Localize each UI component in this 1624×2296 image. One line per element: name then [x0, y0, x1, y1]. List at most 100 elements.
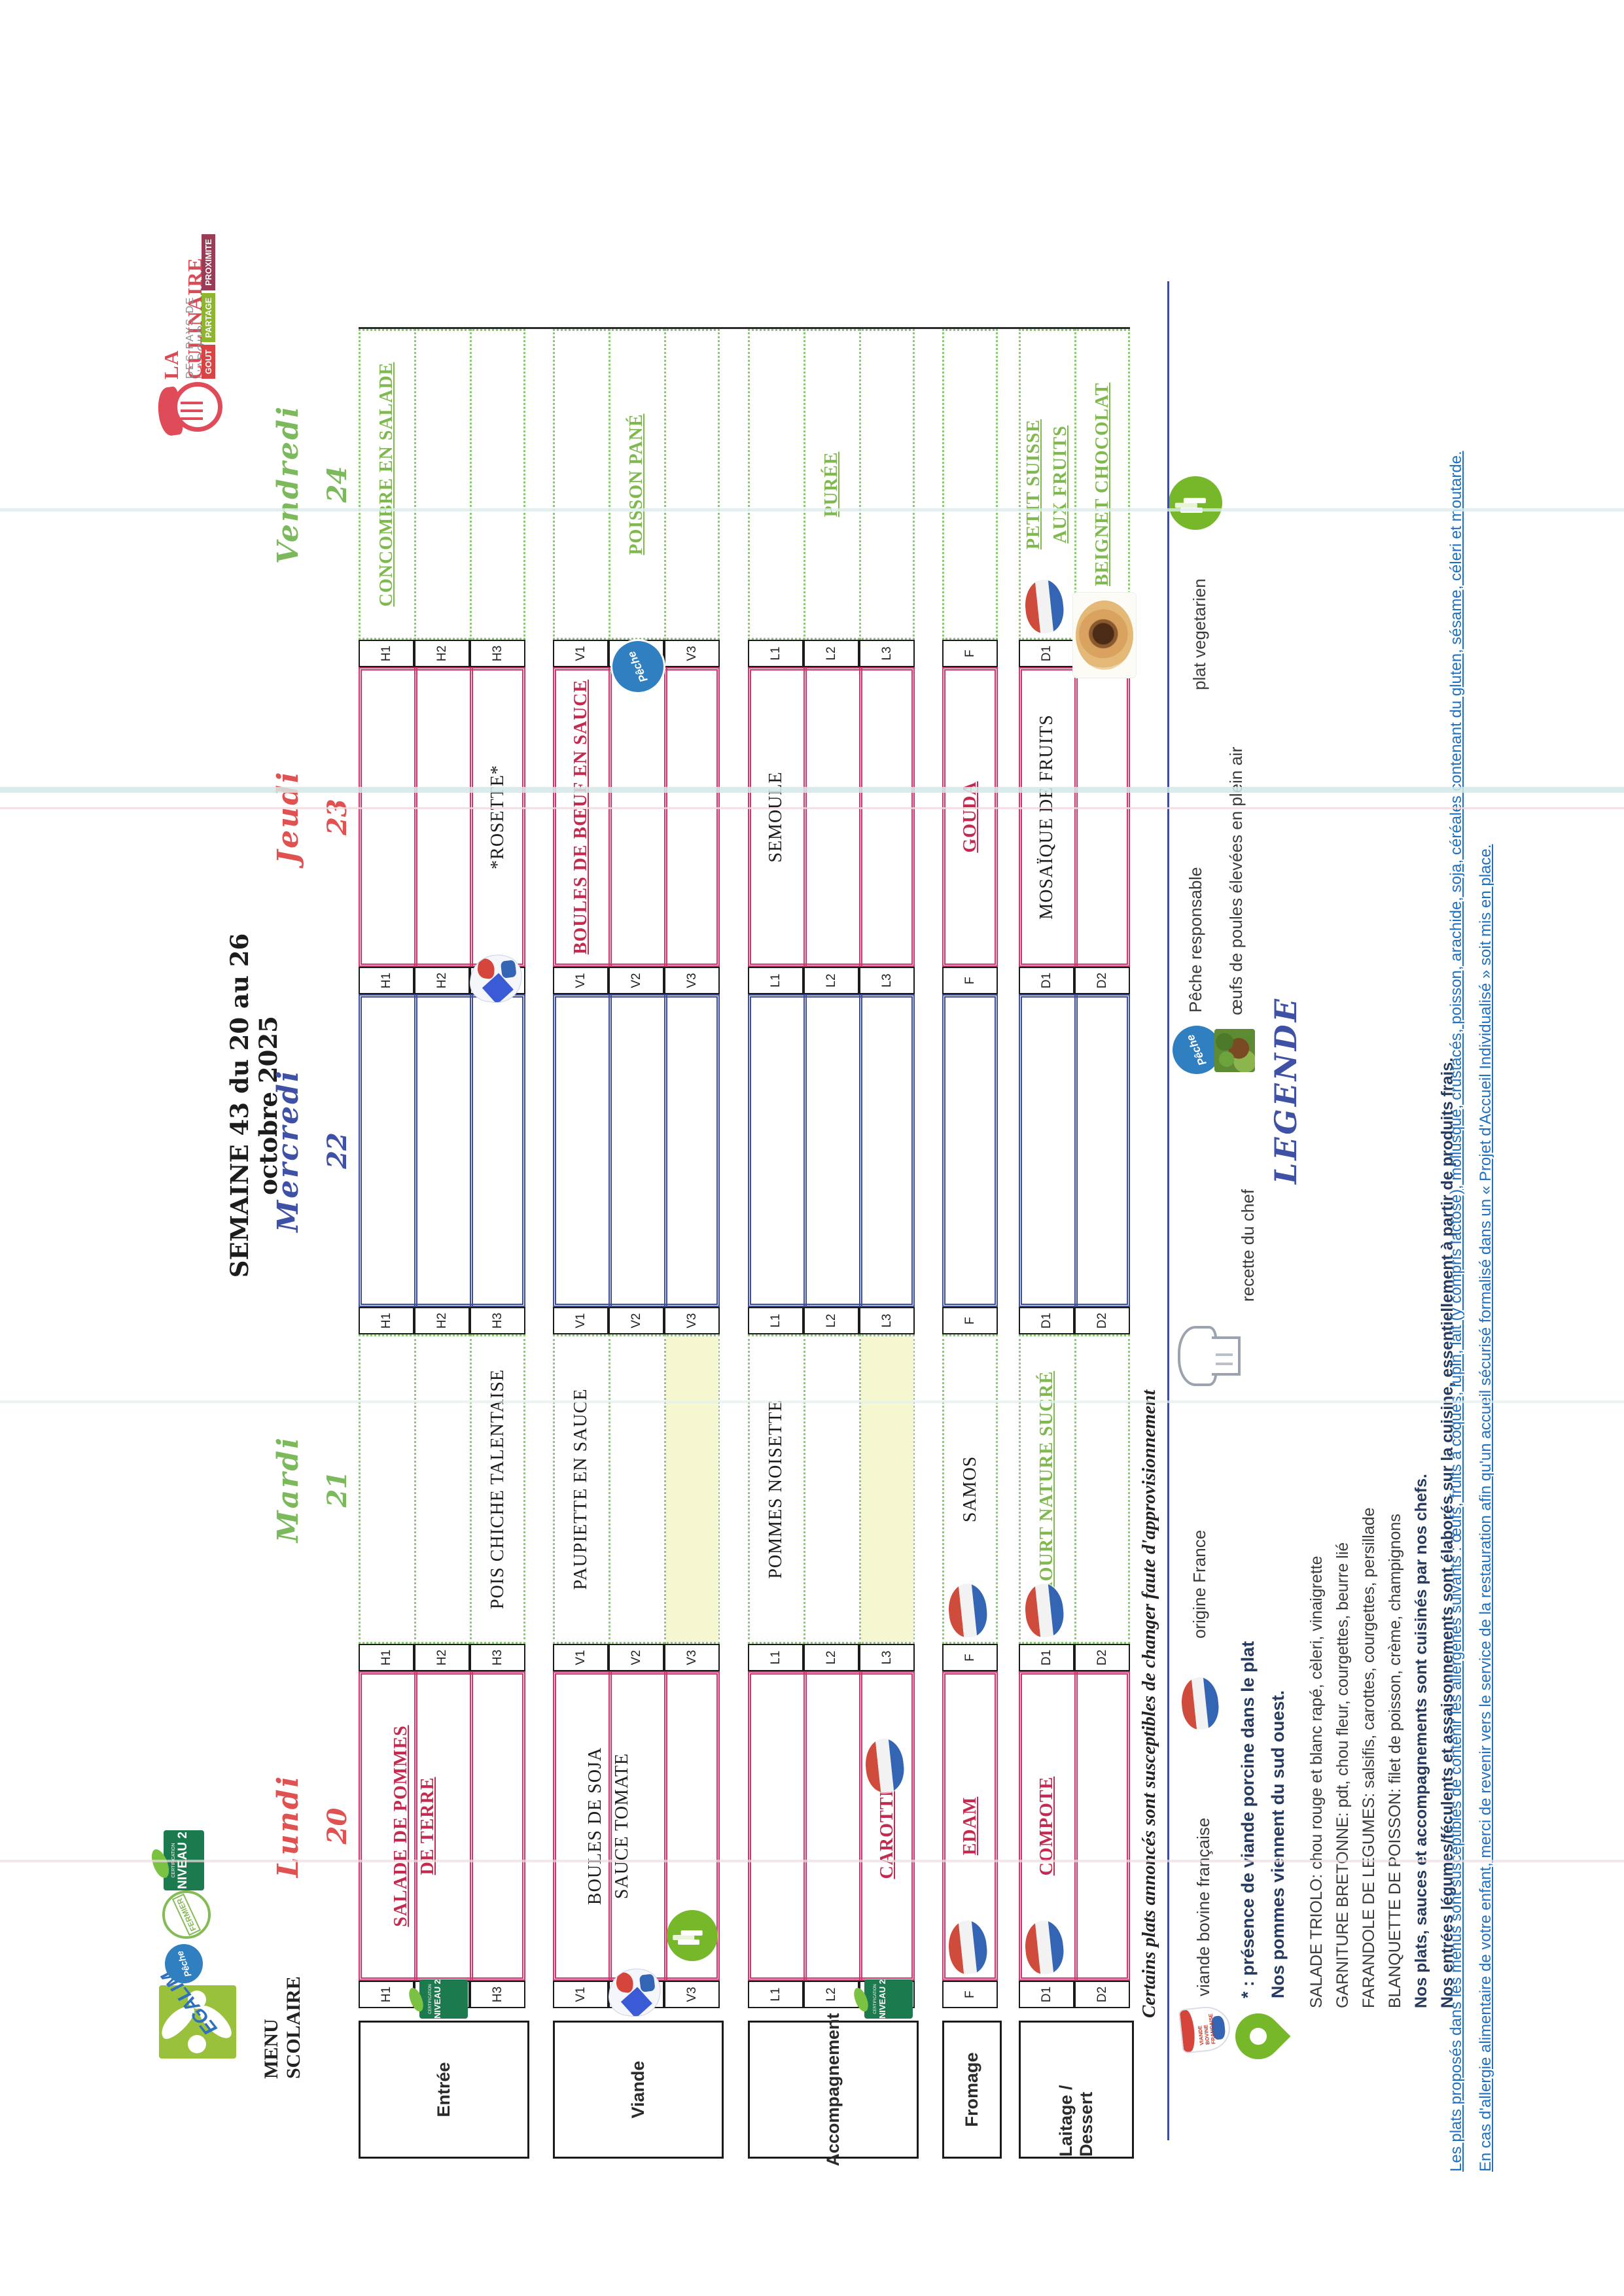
code-label-V2-jeudi: V2 — [609, 967, 664, 994]
code-label-V3-lundi: V3 — [664, 1981, 720, 2008]
row-separator — [803, 667, 807, 967]
code-label-L3-jeudi: L3 — [859, 967, 915, 994]
allergen-line-1: Les plats proposés dans les menus sont s… — [1447, 451, 1465, 2172]
peche-responsable-logo-small: Pêche — [165, 1944, 203, 1983]
code-label-D2-jeudi: D2 — [1074, 967, 1130, 994]
legend-label-viande-bovine: viande bovine française — [1193, 1817, 1213, 1996]
code-label-V1-jeudi: V1 — [553, 967, 609, 994]
row-separator — [1074, 1671, 1078, 1981]
legend-peche-responsable-logo: Pêche — [1173, 1026, 1221, 1074]
menu-item-line: PAUPIETTE EN SAUCE — [571, 1388, 591, 1590]
code-label-D1-mardi: D1 — [1019, 1644, 1074, 1671]
certification-niveau2-badge-corner: CERTIFICATION NIVEAU 2 — [149, 1830, 204, 1890]
composition-line-1: GARNITURE BRETONNE: pdt, chou fleur, cou… — [1333, 1542, 1352, 2008]
code-label-F-vendredi: F — [942, 640, 998, 667]
menu-item-vendredi: POISSON PANÉ — [609, 329, 664, 640]
day-date-vendredi: 24 — [322, 466, 353, 503]
peche-label: Pêche — [1184, 1032, 1209, 1068]
row-separator — [414, 329, 416, 640]
code-label-L2-mardi: L2 — [803, 1644, 859, 1671]
menu-item-vendredi: PURÉE — [803, 329, 859, 640]
code-label-L1-mercredi: L1 — [748, 1307, 803, 1334]
viande-bovine-francaise-icon: VIANDE BOVINE FRANÇAISE — [1179, 2006, 1231, 2053]
code-label-D1-jeudi: D1 — [1019, 967, 1074, 994]
hen-photo — [1214, 1029, 1255, 1072]
row-separator — [414, 1334, 416, 1644]
code-label-V1-mardi: V1 — [553, 1644, 609, 1671]
menu-item-line: GOUDA — [960, 781, 980, 853]
menu-cell-group-vendredi — [942, 329, 998, 640]
row-separator — [470, 1671, 473, 1981]
menu-item-line: POIS CHICHE TALENTAISE — [487, 1369, 508, 1609]
peche-responsable-logo: Pêche — [612, 641, 663, 692]
certification-niveau2-badge: CERTIFICATION NIVEAU 2 — [407, 1979, 468, 2019]
code-label-L2-mercredi: L2 — [803, 1307, 859, 1334]
code-label-H1-mardi: H1 — [359, 1644, 414, 1671]
menu-cell-group-mercredi — [359, 994, 525, 1307]
row-separator — [609, 667, 612, 967]
code-label-H1-jeudi: H1 — [359, 967, 414, 994]
allergen-line-2: En cas d'allergie alimentaire de votre e… — [1477, 844, 1494, 2172]
code-label-F-jeudi: F — [942, 967, 998, 994]
menu-item-jeudi: BOULES DE BŒUF EN SAUCE — [553, 667, 609, 967]
menu-item-line: PURÉE — [821, 451, 841, 517]
row-separator — [664, 994, 667, 1307]
row-separator — [414, 667, 417, 967]
menu-item-line: AUX FRUITS — [1050, 425, 1070, 544]
menu-item-line: SAMOS — [960, 1455, 980, 1523]
menu-item-line: BOULES DE BŒUF EN SAUCE — [571, 679, 591, 955]
legend-plat-vegetarien-icon — [1169, 476, 1222, 530]
green-pin-icon — [1226, 2004, 1291, 2069]
row-separator — [859, 667, 862, 967]
row-separator — [803, 994, 807, 1307]
row-separator — [1074, 994, 1078, 1307]
niveau2-label: NIVEAU 2 — [877, 1979, 887, 2019]
menu-cell-group-mercredi — [748, 994, 915, 1307]
code-label-F-mercredi: F — [942, 1307, 998, 1334]
row-group-box-Viande: Viande — [553, 2021, 724, 2159]
row-separator — [803, 1334, 805, 1644]
plat-vegetarien-icon — [667, 1910, 718, 1961]
disclaimer-line: Certains plats annoncés sont susceptible… — [1139, 1389, 1159, 2018]
menu-item-line: BOULES DE SOJA — [585, 1747, 605, 1905]
table-right-edge — [359, 327, 1130, 329]
menu-item-line: POMMES NOISETTE — [766, 1399, 786, 1579]
row-separator — [859, 994, 862, 1307]
brand-tag: PROXIMITE — [202, 234, 215, 290]
code-label-H3-lundi: H3 — [470, 1981, 525, 2008]
menu-item-line: POISSON PANÉ — [626, 413, 646, 555]
code-label-L2-lundi: L2 — [803, 1981, 859, 2008]
row-separator — [664, 329, 666, 640]
row-separator — [470, 329, 472, 640]
code-label-D2-lundi: D2 — [1074, 1981, 1130, 2008]
code-label-L1-lundi: L1 — [748, 1981, 803, 2008]
legend-label-vegetarien: plat vegetarien — [1190, 578, 1209, 690]
code-label-F-lundi: F — [942, 1981, 998, 2008]
beignet-chocolat-photo — [1073, 593, 1136, 678]
menu-item-line: BEIGNET CHOCOLAT — [1092, 382, 1112, 587]
menu-item-line: DE TERRE — [417, 1777, 438, 1875]
menu-item-lundi: SALADE DE POMMES DE TERRE — [359, 1671, 470, 1981]
code-label-L2-vendredi: L2 — [803, 640, 859, 667]
vbf-label: VIANDE BOVINE FRANÇAISE — [1197, 2013, 1217, 2046]
code-label-V1-mercredi: V1 — [553, 1307, 609, 1334]
menu-cell-group-mercredi — [553, 994, 720, 1307]
composition-line-3: BLANQUETTE DE POISSON: filet de poisson,… — [1386, 1514, 1404, 2008]
highlight-cell-V3 — [666, 1336, 718, 1642]
menu-item-vendredi: CONCOMBRE EN SALADE — [359, 329, 414, 640]
brand-tag: GOUT — [202, 345, 215, 379]
brand-tag: PARTAGE — [202, 292, 215, 343]
code-label-L3-mercredi: L3 — [859, 1307, 915, 1334]
composition-line-4: Nos plats, sauces et accompagnements son… — [1412, 1474, 1430, 2008]
day-header-mardi: Mardi — [272, 1436, 305, 1542]
row-separator — [664, 667, 667, 967]
legend-label-oeufs: œufs de poules élevées en plein air — [1226, 746, 1246, 1015]
highlight-cell-L3 — [861, 1336, 913, 1642]
row-separator — [1074, 667, 1078, 967]
menu-item-line: SEMOULE — [766, 771, 786, 863]
row-separator — [470, 994, 473, 1307]
row-group-box-Laitage / Dessert: Laitage / Dessert — [1019, 2021, 1134, 2159]
day-date-jeudi: 23 — [322, 799, 353, 835]
menu-item-line: CONCOMBRE EN SALADE — [376, 362, 397, 607]
code-label-H2-jeudi: H2 — [414, 967, 470, 994]
